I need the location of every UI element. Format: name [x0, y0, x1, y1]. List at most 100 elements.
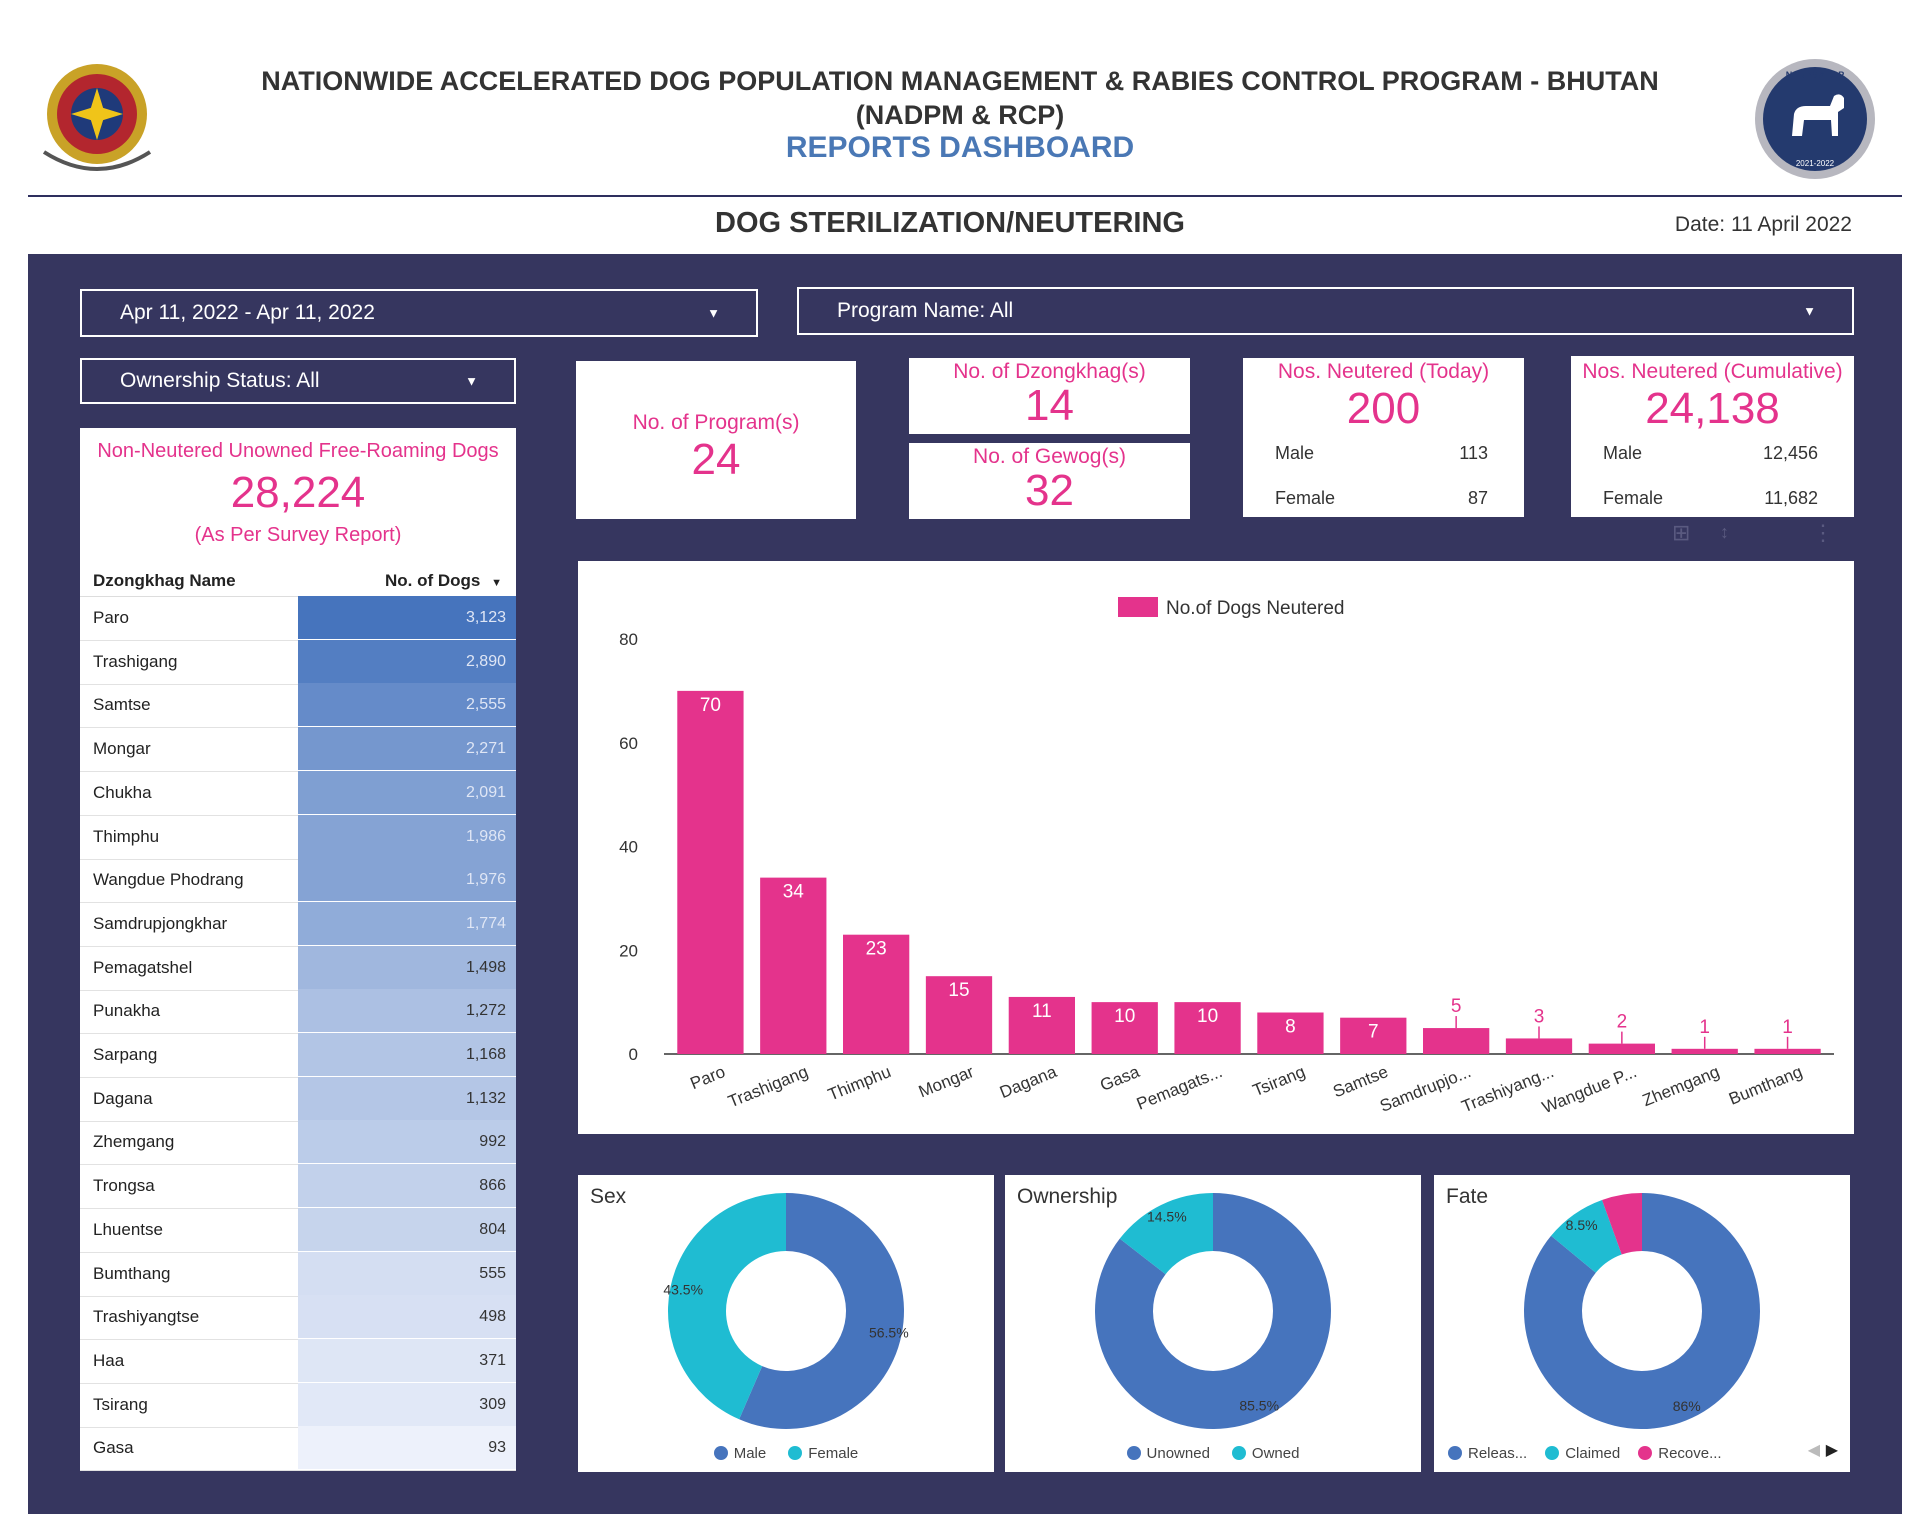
- fate-donut-chart: 86% 8.5%: [1524, 1193, 1760, 1429]
- col-dzongkhag-name[interactable]: Dzongkhag Name: [93, 571, 236, 590]
- dogs-heat-cell: 2,890: [298, 639, 516, 683]
- explore-chart-icon[interactable]: ⊞: [1672, 520, 1691, 545]
- bar: [1008, 996, 1075, 1054]
- legend-released-label: Releas...: [1468, 1445, 1528, 1462]
- fate-donut-card: Fate 86% 8.5% Releas... Claimed Recove...…: [1434, 1175, 1850, 1472]
- govt-emblem-logo: [34, 56, 160, 176]
- legend-female[interactable]: Female: [788, 1445, 858, 1462]
- data-label: 2: [1617, 1012, 1628, 1033]
- donut-slice[interactable]: [739, 1193, 904, 1429]
- y-tick-label: 60: [619, 734, 638, 753]
- legend-prev-page-icon[interactable]: ◀: [1807, 1442, 1820, 1459]
- dashboard-subtitle: REPORTS DASHBOARD: [785, 131, 1135, 164]
- table-row[interactable]: Paro 3,123: [80, 596, 516, 641]
- legend-next-page-icon[interactable]: ▶: [1825, 1442, 1838, 1459]
- legend-owned-label: Owned: [1251, 1445, 1300, 1462]
- dzongkhag-name: Bumthang: [93, 1263, 171, 1283]
- table-row[interactable]: Haa 371: [80, 1338, 516, 1384]
- legend-released[interactable]: Releas...: [1448, 1445, 1527, 1462]
- more-options-icon[interactable]: ⋮: [1812, 520, 1834, 545]
- donut-value-label: 56.5%: [869, 1324, 909, 1340]
- data-label: 1: [1699, 1017, 1710, 1038]
- table-row[interactable]: Chukha 2,091: [80, 770, 516, 816]
- donut-slice[interactable]: [1551, 1199, 1622, 1273]
- dzongkhag-name: Pemagatshel: [93, 957, 193, 977]
- y-tick-label: 40: [619, 838, 638, 857]
- table-row[interactable]: Pemagatshel 1,498: [80, 945, 516, 991]
- dzongkhag-name: Paro: [93, 608, 129, 627]
- report-date: Date: 11 April 2022: [1674, 213, 1852, 236]
- program-filter[interactable]: Program Name: All ▼: [797, 287, 1854, 335]
- dogs-count: 1,132: [465, 1089, 506, 1107]
- survey-value: 28,224: [230, 468, 366, 517]
- program-logo-text-bottom: 2021-2022: [1796, 159, 1835, 168]
- table-row[interactable]: Gasa 93: [80, 1426, 516, 1472]
- legend-claimed[interactable]: Claimed: [1545, 1445, 1620, 1462]
- dogs-heat-cell: 93: [298, 1426, 516, 1470]
- data-label: 34: [783, 882, 805, 903]
- dogs-heat-cell: 371: [298, 1338, 516, 1382]
- table-row[interactable]: Bumthang 555: [80, 1251, 516, 1297]
- legend-unowned[interactable]: Unowned: [1126, 1445, 1210, 1462]
- bar: [1257, 1012, 1324, 1054]
- table-row[interactable]: Dagana 1,132: [80, 1076, 516, 1122]
- dogs-heat-cell: 309: [298, 1382, 516, 1426]
- sort-desc-icon: ▼: [491, 577, 502, 589]
- dogs-count: 866: [479, 1177, 506, 1195]
- bar: [925, 976, 993, 1054]
- bar: [1340, 1017, 1407, 1054]
- fate-donut-title: Fate: [1446, 1185, 1489, 1208]
- donut-slice[interactable]: [1119, 1193, 1213, 1275]
- table-row[interactable]: Punakha 1,272: [80, 989, 516, 1035]
- sex-donut-legend: Male Female: [578, 1445, 994, 1462]
- table-row[interactable]: Trongsa 866: [80, 1164, 516, 1210]
- dogs-heat-cell: 866: [298, 1164, 516, 1208]
- neutered-cumulative-label: Nos. Neutered (Cumulative): [1582, 360, 1843, 383]
- sort-az-icon[interactable]: ↕: [1720, 522, 1729, 542]
- ownership-filter-value: Ownership Status: All: [120, 369, 320, 392]
- legend-male[interactable]: Male: [713, 1445, 766, 1462]
- legend-owned[interactable]: Owned: [1231, 1445, 1300, 1462]
- table-row[interactable]: Zhemgang 992: [80, 1120, 516, 1166]
- date-range-filter[interactable]: Apr 11, 2022 - Apr 11, 2022 ▼: [80, 289, 758, 337]
- dashboard-title-line1: NATIONWIDE ACCELERATED DOG POPULATION MA…: [261, 66, 1659, 96]
- data-label: 70: [700, 695, 721, 716]
- table-row[interactable]: Wangdue Phodrang 1,976: [80, 858, 516, 904]
- donut-slice[interactable]: [668, 1193, 786, 1420]
- female-label: Female: [1275, 488, 1336, 508]
- data-label: 15: [948, 980, 969, 1001]
- x-tick-label: Tsirang: [1250, 1062, 1308, 1100]
- data-label: 10: [1114, 1006, 1135, 1027]
- data-label: 11: [1032, 1001, 1052, 1022]
- y-tick-label: 80: [619, 630, 638, 649]
- dzongkhag-name: Haa: [93, 1350, 125, 1370]
- neutered-today-female-row: Female 87: [1275, 488, 1488, 509]
- table-row[interactable]: Thimphu 1,986: [80, 814, 516, 860]
- ownership-filter[interactable]: Ownership Status: All ▼: [80, 358, 516, 404]
- legend-recovered[interactable]: Recove...: [1638, 1445, 1722, 1462]
- table-row[interactable]: Samtse 2,555: [80, 683, 516, 729]
- legend-label: No.of Dogs Neutered: [1166, 598, 1345, 619]
- survey-card: Non-Neutered Unowned Free-Roaming Dogs 2…: [80, 428, 516, 1472]
- dzongkhag-name: Zhemgang: [93, 1132, 175, 1152]
- donut-slice[interactable]: [1602, 1193, 1642, 1255]
- table-row[interactable]: Tsirang 309: [80, 1382, 516, 1428]
- dogs-heat-cell: 498: [298, 1295, 516, 1339]
- neutered-cumulative-card: Nos. Neutered (Cumulative) 24,138 Male 1…: [1571, 356, 1854, 517]
- table-row[interactable]: Samdrupjongkhar 1,774: [80, 901, 516, 947]
- program-filter-value: Program Name: All: [837, 299, 1014, 322]
- dogs-heat-cell: 1,976: [298, 858, 516, 902]
- donut-slice[interactable]: [1095, 1193, 1331, 1429]
- table-row[interactable]: Mongar 2,271: [80, 727, 516, 773]
- program-logo-text-top: NADPM&RCP: [1786, 70, 1845, 80]
- table-row[interactable]: Trashiyangtse 498: [80, 1295, 516, 1341]
- table-row[interactable]: Lhuentse 804: [80, 1207, 516, 1253]
- x-tick-label: Samdrupjo...: [1377, 1062, 1473, 1116]
- col-no-of-dogs[interactable]: No. of Dogs ▼: [385, 571, 502, 591]
- table-row[interactable]: Trashigang 2,890: [80, 639, 516, 685]
- dashboard-title-line2: (NADPM & RCP): [855, 100, 1065, 130]
- donut-slice[interactable]: [1524, 1193, 1760, 1429]
- table-row[interactable]: Sarpang 1,168: [80, 1033, 516, 1078]
- chevron-down-icon: ▼: [465, 373, 478, 389]
- dzongkhag-name: Trashigang: [93, 651, 178, 671]
